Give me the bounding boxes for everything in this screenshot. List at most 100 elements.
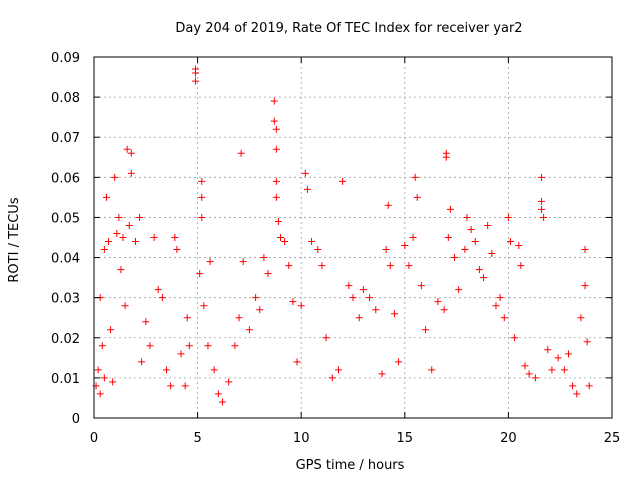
data-point bbox=[198, 177, 206, 185]
data-point bbox=[506, 238, 514, 246]
data-point bbox=[237, 149, 245, 157]
data-point bbox=[210, 366, 218, 374]
data-point bbox=[366, 294, 374, 302]
tick-labels: 0 0.01 0.02 0.03 0.04 0.05 0.06 0.07 0.08 0.09 0 5 1… bbox=[51, 51, 620, 446]
data-point bbox=[107, 326, 115, 334]
data-point bbox=[281, 238, 289, 246]
data-point bbox=[192, 69, 200, 77]
x-tick-label: 0 bbox=[90, 431, 98, 446]
data-point bbox=[303, 185, 311, 193]
x-tick-label: 15 bbox=[397, 431, 414, 446]
data-point bbox=[121, 302, 129, 310]
y-tick-label: 0.01 bbox=[51, 372, 80, 387]
data-point bbox=[390, 310, 398, 318]
data-point bbox=[115, 213, 123, 221]
data-point bbox=[492, 302, 500, 310]
data-point bbox=[96, 390, 104, 398]
data-point bbox=[573, 390, 581, 398]
data-point bbox=[192, 77, 200, 85]
y-tick-label: 0.02 bbox=[51, 332, 80, 347]
data-point bbox=[154, 286, 162, 294]
data-point bbox=[274, 217, 282, 225]
data-point bbox=[183, 314, 191, 322]
data-point bbox=[270, 97, 278, 105]
data-point bbox=[98, 342, 106, 350]
data-point bbox=[525, 370, 533, 378]
data-point bbox=[200, 302, 208, 310]
y-tick-label: 0.08 bbox=[51, 91, 80, 106]
data-point bbox=[117, 266, 125, 274]
data-point bbox=[173, 246, 181, 254]
data-point bbox=[417, 282, 425, 290]
data-point bbox=[204, 342, 212, 350]
data-point bbox=[185, 342, 193, 350]
data-point bbox=[564, 350, 572, 358]
data-point bbox=[264, 270, 272, 278]
data-point bbox=[171, 234, 179, 241]
data-point bbox=[372, 306, 380, 314]
data-point bbox=[158, 294, 166, 302]
data-point bbox=[446, 205, 454, 213]
data-point bbox=[289, 298, 297, 306]
data-point bbox=[480, 274, 488, 282]
data-point bbox=[538, 205, 546, 213]
data-point bbox=[422, 326, 430, 334]
data-point bbox=[517, 262, 525, 270]
y-tick-label: 0.06 bbox=[51, 171, 80, 186]
data-point bbox=[136, 213, 144, 221]
data-point bbox=[127, 169, 135, 177]
data-point bbox=[297, 302, 305, 310]
chart-title: Day 204 of 2019, Rate Of TEC Index for r… bbox=[175, 21, 522, 36]
data-point bbox=[386, 262, 394, 270]
grid-lines bbox=[94, 57, 612, 418]
data-point bbox=[463, 213, 471, 221]
data-point bbox=[100, 374, 108, 382]
data-point bbox=[581, 282, 589, 290]
data-point bbox=[245, 326, 253, 334]
data-point bbox=[235, 314, 243, 322]
data-point bbox=[382, 246, 390, 254]
data-point bbox=[440, 306, 448, 314]
data-point bbox=[577, 314, 585, 322]
data-point bbox=[538, 197, 546, 205]
data-point bbox=[131, 238, 139, 246]
data-point bbox=[123, 145, 131, 153]
data-point bbox=[405, 262, 413, 270]
data-point bbox=[113, 229, 121, 237]
data-point bbox=[511, 334, 519, 342]
data-point bbox=[395, 358, 403, 366]
data-point bbox=[442, 153, 450, 161]
data-point bbox=[500, 314, 508, 322]
data-point bbox=[569, 382, 577, 390]
data-point bbox=[345, 282, 353, 290]
data-point bbox=[314, 246, 322, 254]
data-point bbox=[270, 117, 278, 125]
data-point bbox=[471, 238, 479, 246]
data-point bbox=[504, 213, 512, 221]
data-point bbox=[585, 382, 593, 390]
data-point bbox=[428, 366, 436, 374]
data-point bbox=[256, 306, 264, 314]
data-point bbox=[581, 246, 589, 254]
data-point bbox=[355, 314, 363, 322]
x-axis-label: GPS time / hours bbox=[296, 458, 405, 473]
data-point bbox=[322, 334, 330, 342]
data-point bbox=[378, 370, 386, 378]
data-point bbox=[102, 193, 110, 201]
y-tick-label: 0.04 bbox=[51, 252, 80, 267]
data-point bbox=[252, 294, 260, 302]
data-point bbox=[318, 262, 326, 270]
data-point bbox=[272, 193, 280, 201]
data-point bbox=[548, 366, 556, 374]
data-point bbox=[554, 354, 562, 362]
data-point bbox=[521, 362, 529, 370]
data-point bbox=[285, 262, 293, 270]
data-point bbox=[119, 234, 127, 241]
data-point bbox=[488, 250, 496, 258]
data-point bbox=[384, 201, 392, 209]
y-tick-label: 0.05 bbox=[51, 211, 80, 226]
data-point bbox=[272, 145, 280, 153]
data-point bbox=[100, 246, 108, 254]
data-point bbox=[451, 254, 459, 262]
x-tick-label: 20 bbox=[500, 431, 517, 446]
